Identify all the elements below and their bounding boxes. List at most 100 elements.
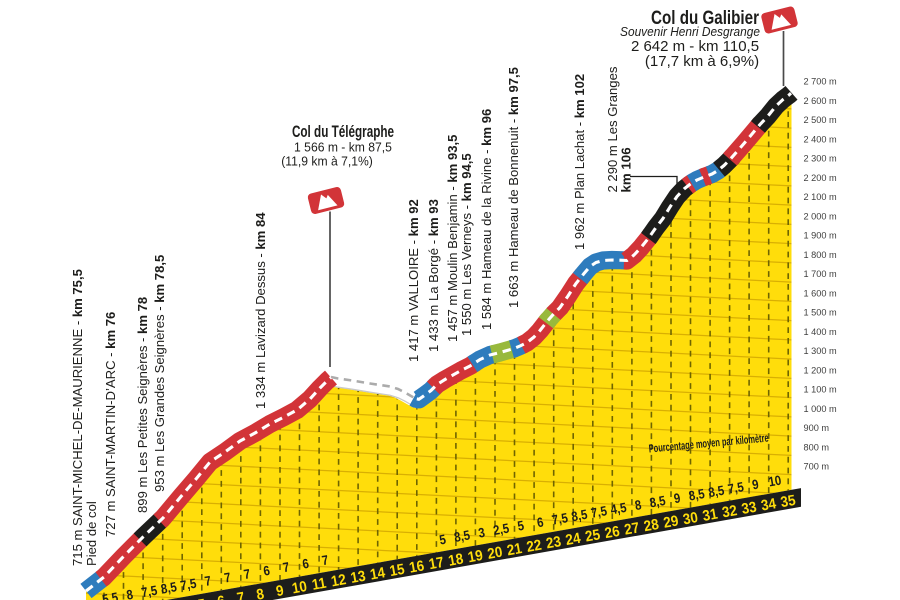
svg-text:29: 29 [662, 513, 680, 532]
svg-text:1 500 m: 1 500 m [804, 308, 838, 318]
svg-text:7,5: 7,5 [140, 583, 158, 600]
svg-text:6: 6 [262, 563, 271, 579]
svg-text:1 457 m Moulin Benjamin - km 9: 1 457 m Moulin Benjamin - km 93,5 [445, 135, 460, 342]
svg-text:8: 8 [634, 497, 643, 513]
svg-text:26: 26 [603, 523, 621, 542]
svg-text:5,5: 5,5 [101, 590, 119, 600]
svg-text:8,5: 8,5 [707, 483, 725, 501]
svg-text:2 600 m: 2 600 m [804, 96, 838, 106]
svg-text:1 417 m VALLOIRE - km 92: 1 417 m VALLOIRE - km 92 [406, 199, 421, 362]
svg-text:727 m SAINT-MARTIN-D’ARC - km: 727 m SAINT-MARTIN-D’ARC - km 76 [103, 312, 118, 537]
svg-text:1 000 m: 1 000 m [804, 404, 838, 414]
svg-text:20: 20 [486, 544, 504, 563]
svg-text:1 400 m: 1 400 m [804, 327, 838, 337]
svg-text:1 334 m Lavizard Dessus - km 8: 1 334 m Lavizard Dessus - km 84 [253, 212, 268, 409]
svg-text:2 642 m - km 110,5: 2 642 m - km 110,5 [631, 38, 759, 55]
svg-text:19: 19 [467, 547, 485, 566]
svg-text:32: 32 [721, 503, 739, 522]
svg-text:2,5: 2,5 [492, 521, 510, 539]
svg-text:7: 7 [321, 553, 330, 569]
svg-text:12: 12 [330, 572, 348, 591]
svg-text:1 300 m: 1 300 m [804, 346, 838, 356]
svg-text:9: 9 [673, 491, 682, 507]
svg-text:2 500 m: 2 500 m [804, 115, 838, 125]
svg-text:2 000 m: 2 000 m [804, 211, 838, 221]
svg-text:6: 6 [216, 593, 226, 600]
svg-text:Col du Galibier: Col du Galibier [651, 6, 759, 28]
svg-text:1 700 m: 1 700 m [804, 269, 838, 279]
svg-text:10: 10 [291, 578, 309, 597]
svg-text:9: 9 [275, 582, 285, 600]
svg-text:(11,9 km à 7,1%): (11,9 km à 7,1%) [281, 154, 373, 168]
svg-text:1 600 m: 1 600 m [804, 288, 838, 298]
svg-text:6: 6 [301, 556, 310, 572]
svg-text:1 433 m La Borgé - km 93: 1 433 m La Borgé - km 93 [426, 199, 441, 352]
svg-text:8,5: 8,5 [453, 528, 471, 546]
svg-text:1 566 m - km 87,5: 1 566 m - km 87,5 [294, 140, 392, 154]
svg-text:Pied de col: Pied de col [84, 501, 99, 566]
svg-text:7: 7 [282, 559, 291, 575]
svg-text:1 663 m Hameau de Bonnenuit -: 1 663 m Hameau de Bonnenuit - km 97,5 [506, 67, 521, 308]
svg-text:34: 34 [760, 496, 778, 515]
svg-text:9: 9 [751, 477, 760, 493]
svg-text:7: 7 [223, 570, 232, 586]
svg-text:22: 22 [525, 537, 543, 556]
svg-text:33: 33 [740, 499, 758, 518]
svg-text:5: 5 [197, 596, 207, 600]
svg-text:1 962 m Plan Lachat - km 102: 1 962 m Plan Lachat - km 102 [572, 74, 587, 250]
svg-text:7: 7 [203, 573, 212, 589]
svg-text:km 106: km 106 [619, 147, 634, 192]
svg-text:715 m SAINT-MICHEL-DE-MAURIENN: 715 m SAINT-MICHEL-DE-MAURIENNE - km 75,… [70, 269, 85, 566]
svg-text:3: 3 [477, 525, 486, 541]
svg-text:899 m Les Petites Seignères -: 899 m Les Petites Seignères - km 78 [135, 297, 150, 513]
svg-text:15: 15 [388, 561, 406, 580]
svg-text:953 m Les Grandes Seignères -: 953 m Les Grandes Seignères - km 78,5 [152, 255, 167, 492]
svg-text:1 200 m: 1 200 m [804, 365, 838, 375]
svg-text:1 584 m Hameau de la Rivine -: 1 584 m Hameau de la Rivine - km 96 [479, 109, 494, 330]
svg-text:30: 30 [682, 509, 700, 528]
svg-text:Souvenir Henri Desgrange: Souvenir Henri Desgrange [620, 25, 760, 39]
svg-text:8,5: 8,5 [648, 493, 666, 511]
svg-text:700 m: 700 m [804, 462, 830, 472]
svg-text:2 200 m: 2 200 m [804, 173, 838, 183]
svg-text:18: 18 [447, 551, 465, 570]
svg-text:7,5: 7,5 [551, 510, 569, 528]
svg-text:23: 23 [545, 534, 563, 553]
svg-text:10: 10 [767, 473, 782, 490]
svg-text:1 900 m: 1 900 m [804, 231, 838, 241]
svg-text:1 800 m: 1 800 m [804, 250, 838, 260]
svg-text:8,5: 8,5 [160, 579, 178, 597]
svg-text:Col du Télégraphe: Col du Télégraphe [292, 123, 394, 141]
svg-text:14: 14 [369, 565, 387, 584]
svg-text:1 550 m Les Verneys - km 94,5: 1 550 m Les Verneys - km 94,5 [459, 153, 474, 336]
svg-text:8: 8 [125, 587, 134, 600]
svg-text:5: 5 [516, 518, 525, 534]
svg-text:17: 17 [428, 554, 446, 573]
svg-text:21: 21 [506, 540, 524, 559]
svg-text:2 700 m: 2 700 m [804, 77, 838, 87]
svg-text:11: 11 [311, 575, 328, 594]
svg-text:35: 35 [779, 492, 797, 511]
svg-text:16: 16 [408, 558, 426, 577]
svg-text:27: 27 [623, 520, 641, 539]
svg-text:31: 31 [701, 506, 719, 525]
svg-text:2 400 m: 2 400 m [804, 134, 838, 144]
svg-text:1 100 m: 1 100 m [804, 385, 838, 395]
svg-text:25: 25 [584, 527, 602, 546]
svg-text:2 300 m: 2 300 m [804, 154, 838, 164]
svg-text:8,5: 8,5 [688, 486, 706, 504]
svg-text:8,5: 8,5 [570, 507, 588, 525]
svg-text:900 m: 900 m [804, 423, 830, 433]
svg-text:6: 6 [536, 515, 545, 531]
svg-text:28: 28 [643, 516, 661, 535]
svg-text:2 290 m Les Granges: 2 290 m Les Granges [605, 66, 620, 192]
svg-text:7,5: 7,5 [590, 503, 608, 521]
svg-text:7: 7 [243, 566, 252, 582]
svg-text:5: 5 [438, 532, 447, 548]
svg-text:13: 13 [349, 568, 367, 587]
svg-text:800 m: 800 m [804, 442, 830, 452]
svg-text:24: 24 [564, 530, 582, 549]
svg-text:7,5: 7,5 [727, 479, 745, 497]
svg-text:(17,7 km à 6,9%): (17,7 km à 6,9%) [645, 53, 759, 70]
svg-text:4,5: 4,5 [609, 500, 627, 518]
